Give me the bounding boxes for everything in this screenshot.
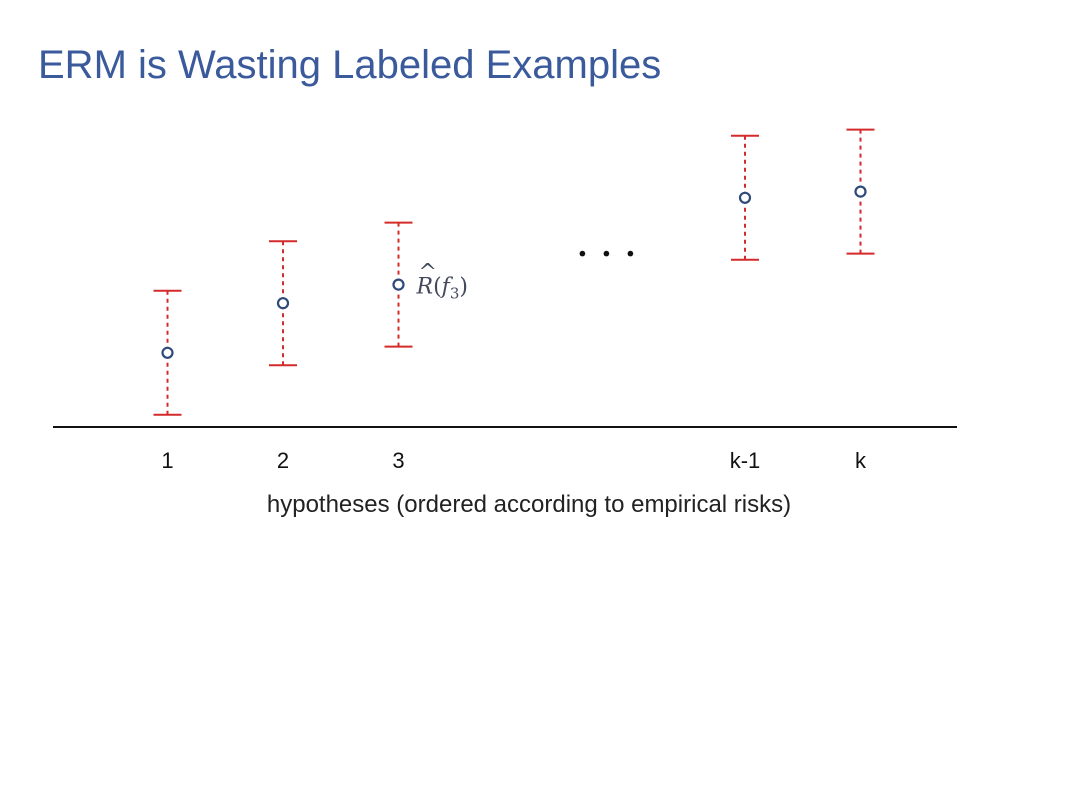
tick-label: 2 bbox=[277, 448, 289, 473]
hypothesis-k bbox=[846, 128, 875, 255]
empirical-risk-point bbox=[854, 185, 867, 198]
hypothesis-3 bbox=[384, 221, 413, 348]
hat-glyph: ^ bbox=[419, 261, 437, 286]
risk-annotation: ^R(f3) bbox=[416, 261, 468, 303]
risk-symbol: R bbox=[416, 275, 434, 300]
empirical-risk-point bbox=[161, 346, 174, 359]
tick-label: k-1 bbox=[730, 448, 761, 473]
tick-label: 1 bbox=[161, 448, 173, 473]
interval-marks bbox=[153, 128, 875, 416]
hypothesis-2 bbox=[269, 240, 297, 367]
tick-labels: 1 2 3 k-1 k bbox=[161, 448, 867, 473]
ellipsis-dot bbox=[603, 250, 610, 257]
risk-label: R(f3) bbox=[416, 275, 468, 303]
ellipsis-dot bbox=[579, 250, 586, 257]
hypothesis-1 bbox=[153, 289, 182, 416]
close-paren: ) bbox=[459, 275, 468, 300]
tick-label: k bbox=[855, 448, 867, 473]
axis-caption: hypotheses (ordered according to empiric… bbox=[267, 491, 791, 518]
empirical-risk-point bbox=[392, 278, 405, 291]
empirical-risk-point bbox=[738, 191, 752, 204]
slide-title: ERM is Wasting Labeled Examples bbox=[38, 43, 662, 87]
ellipsis bbox=[579, 250, 634, 257]
hypothesis-k-1 bbox=[731, 134, 759, 261]
ellipsis-dot bbox=[627, 250, 634, 257]
open-paren: ( bbox=[433, 275, 442, 300]
tick-label: 3 bbox=[392, 448, 404, 473]
empirical-risk-point bbox=[276, 297, 290, 310]
func-subscript: 3 bbox=[450, 285, 460, 303]
